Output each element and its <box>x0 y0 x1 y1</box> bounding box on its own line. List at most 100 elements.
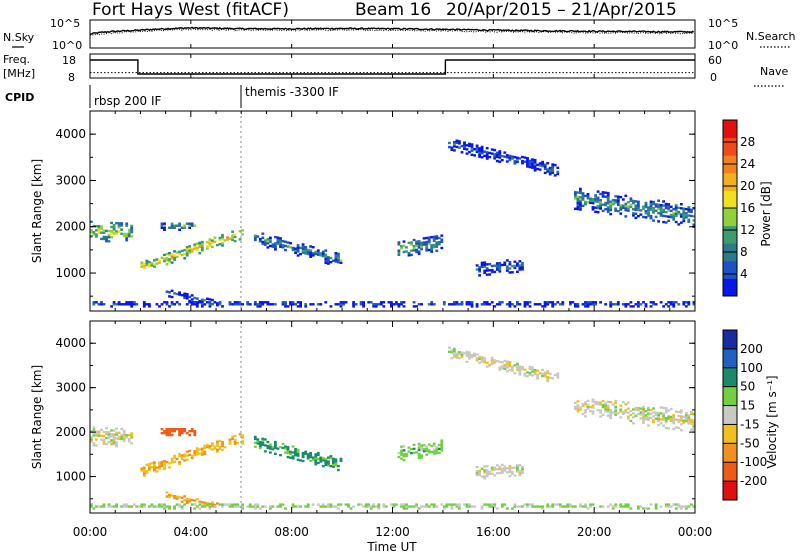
heatmap-cell-r7 <box>634 414 638 417</box>
x-tick-label: 12:00 <box>375 525 410 539</box>
heatmap-cell-r7 <box>657 417 660 421</box>
heatmap-cell-r1 <box>213 240 217 243</box>
heatmap-cell-r6 <box>485 365 489 368</box>
heatmap-cell-r9 <box>586 507 590 510</box>
heatmap-cell-r2 <box>178 432 181 435</box>
heatmap-cell-r9 <box>112 303 116 306</box>
heatmap-cell-r3 <box>208 502 212 505</box>
heatmap-cell-r8 <box>490 468 494 471</box>
heatmap-cell-r1 <box>148 468 151 472</box>
heatmap-cell-r6 <box>490 356 494 360</box>
heatmap-cell-r7 <box>642 405 645 409</box>
heatmap-cell-r8 <box>485 471 489 474</box>
heatmap-cell-r4 <box>266 440 270 444</box>
heatmap-cell-r8 <box>498 467 502 471</box>
heatmap-cell-r1 <box>228 237 232 240</box>
heatmap-cell-r6 <box>485 157 489 160</box>
heatmap-cell-r5 <box>407 450 411 453</box>
heatmap-cell-r7 <box>606 404 610 407</box>
heatmap-cell-r2 <box>193 432 197 435</box>
heatmap-cell-r7 <box>581 192 585 195</box>
heatmap-cell-r5 <box>437 447 441 450</box>
velocity-colorbar-tick-label: 15 <box>740 399 755 413</box>
heatmap-cell-r7 <box>647 416 650 419</box>
heatmap-cell-r8 <box>508 474 512 478</box>
heatmap-cell-r6 <box>531 160 534 163</box>
heatmap-cell-r9 <box>606 505 610 508</box>
heatmap-cell-r9 <box>148 305 151 308</box>
heatmap-cell-r1 <box>231 236 234 240</box>
heatmap-cell-r4 <box>304 450 308 453</box>
heatmap-cell-r9 <box>649 503 653 506</box>
heatmap-cell-r7 <box>692 427 696 430</box>
heatmap-cell-r0 <box>115 437 118 440</box>
heatmap-cell-r7 <box>599 199 602 202</box>
heatmap-cell-r9 <box>435 505 439 508</box>
heatmap-cell-r7 <box>664 411 668 414</box>
heatmap-cell-r9 <box>516 301 519 304</box>
heatmap-cell-r9 <box>140 505 144 508</box>
heatmap-cell-r1 <box>208 240 212 243</box>
heatmap-cell-r7 <box>692 425 696 428</box>
heatmap-cell-r4 <box>316 453 320 457</box>
heatmap-cell-r5 <box>402 244 406 247</box>
heatmap-cell-r2 <box>183 224 187 227</box>
heatmap-cell-r1 <box>200 447 204 450</box>
heatmap-cell-r7 <box>576 197 580 200</box>
heatmap-cell-r6 <box>450 357 454 360</box>
heatmap-cell-r8 <box>503 469 507 472</box>
heatmap-cell-r2 <box>165 432 169 435</box>
heatmap-cell-r7 <box>591 398 595 401</box>
heatmap-cell-r1 <box>188 249 192 252</box>
heatmap-cell-r9 <box>579 505 582 508</box>
heatmap-cell-r1 <box>216 444 219 447</box>
heatmap-cell-r9 <box>372 503 376 506</box>
heatmap-cell-r4 <box>314 455 318 458</box>
heatmap-cell-r4 <box>324 249 328 252</box>
heatmap-cell-r7 <box>674 204 678 207</box>
heatmap-cell-r4 <box>274 244 277 247</box>
heatmap-cell-r9 <box>558 505 562 508</box>
heatmap-cell-r1 <box>175 457 179 461</box>
heatmap-cell-r7 <box>669 417 673 420</box>
heatmap-cell-r9 <box>543 301 547 304</box>
heatmap-cell-r6 <box>478 355 481 359</box>
heatmap-cell-r5 <box>405 454 408 458</box>
heatmap-cell-r9 <box>536 303 539 306</box>
heatmap-cell-r4 <box>269 238 272 241</box>
heatmap-cell-r9 <box>263 301 267 304</box>
heatmap-cell-r9 <box>531 505 534 508</box>
heatmap-cell-r9 <box>319 505 323 508</box>
heatmap-cell-r7 <box>634 212 638 215</box>
power-colorbar-segment <box>723 208 737 227</box>
heatmap-cell-r7 <box>604 201 608 205</box>
heatmap-cell-r7 <box>662 204 665 207</box>
heatmap-cell-r5 <box>397 249 401 252</box>
heatmap-cell-r1 <box>190 248 194 251</box>
heatmap-cell-r4 <box>301 243 305 246</box>
freq-tick-bottom: 8 <box>68 71 75 84</box>
heatmap-cell-r4 <box>309 251 313 254</box>
heatmap-cell-r9 <box>599 505 602 508</box>
heatmap-cell-r9 <box>649 301 653 304</box>
heatmap-cell-r7 <box>674 410 678 413</box>
heatmap-cell-r6 <box>453 355 456 358</box>
heatmap-cell-r7 <box>652 211 655 214</box>
heatmap-cell-r7 <box>647 206 650 209</box>
heatmap-cell-r1 <box>228 440 232 443</box>
heatmap-cell-r4 <box>299 252 302 256</box>
heatmap-cell-r1 <box>188 247 192 250</box>
heatmap-cell-r6 <box>500 159 504 162</box>
heatmap-cell-r9 <box>684 507 688 510</box>
heatmap-cell-r9 <box>430 303 434 306</box>
heatmap-cell-r7 <box>679 423 683 426</box>
heatmap-cell-r7 <box>692 423 696 426</box>
heatmap-cell-r8 <box>518 472 522 475</box>
heatmap-cell-r9 <box>306 503 310 506</box>
heatmap-cell-r9 <box>498 303 502 306</box>
heatmap-cell-r6 <box>521 366 524 369</box>
heatmap-cell-r0 <box>110 439 113 442</box>
heatmap-cell-r6 <box>485 153 489 156</box>
heatmap-cell-r6 <box>450 349 454 352</box>
